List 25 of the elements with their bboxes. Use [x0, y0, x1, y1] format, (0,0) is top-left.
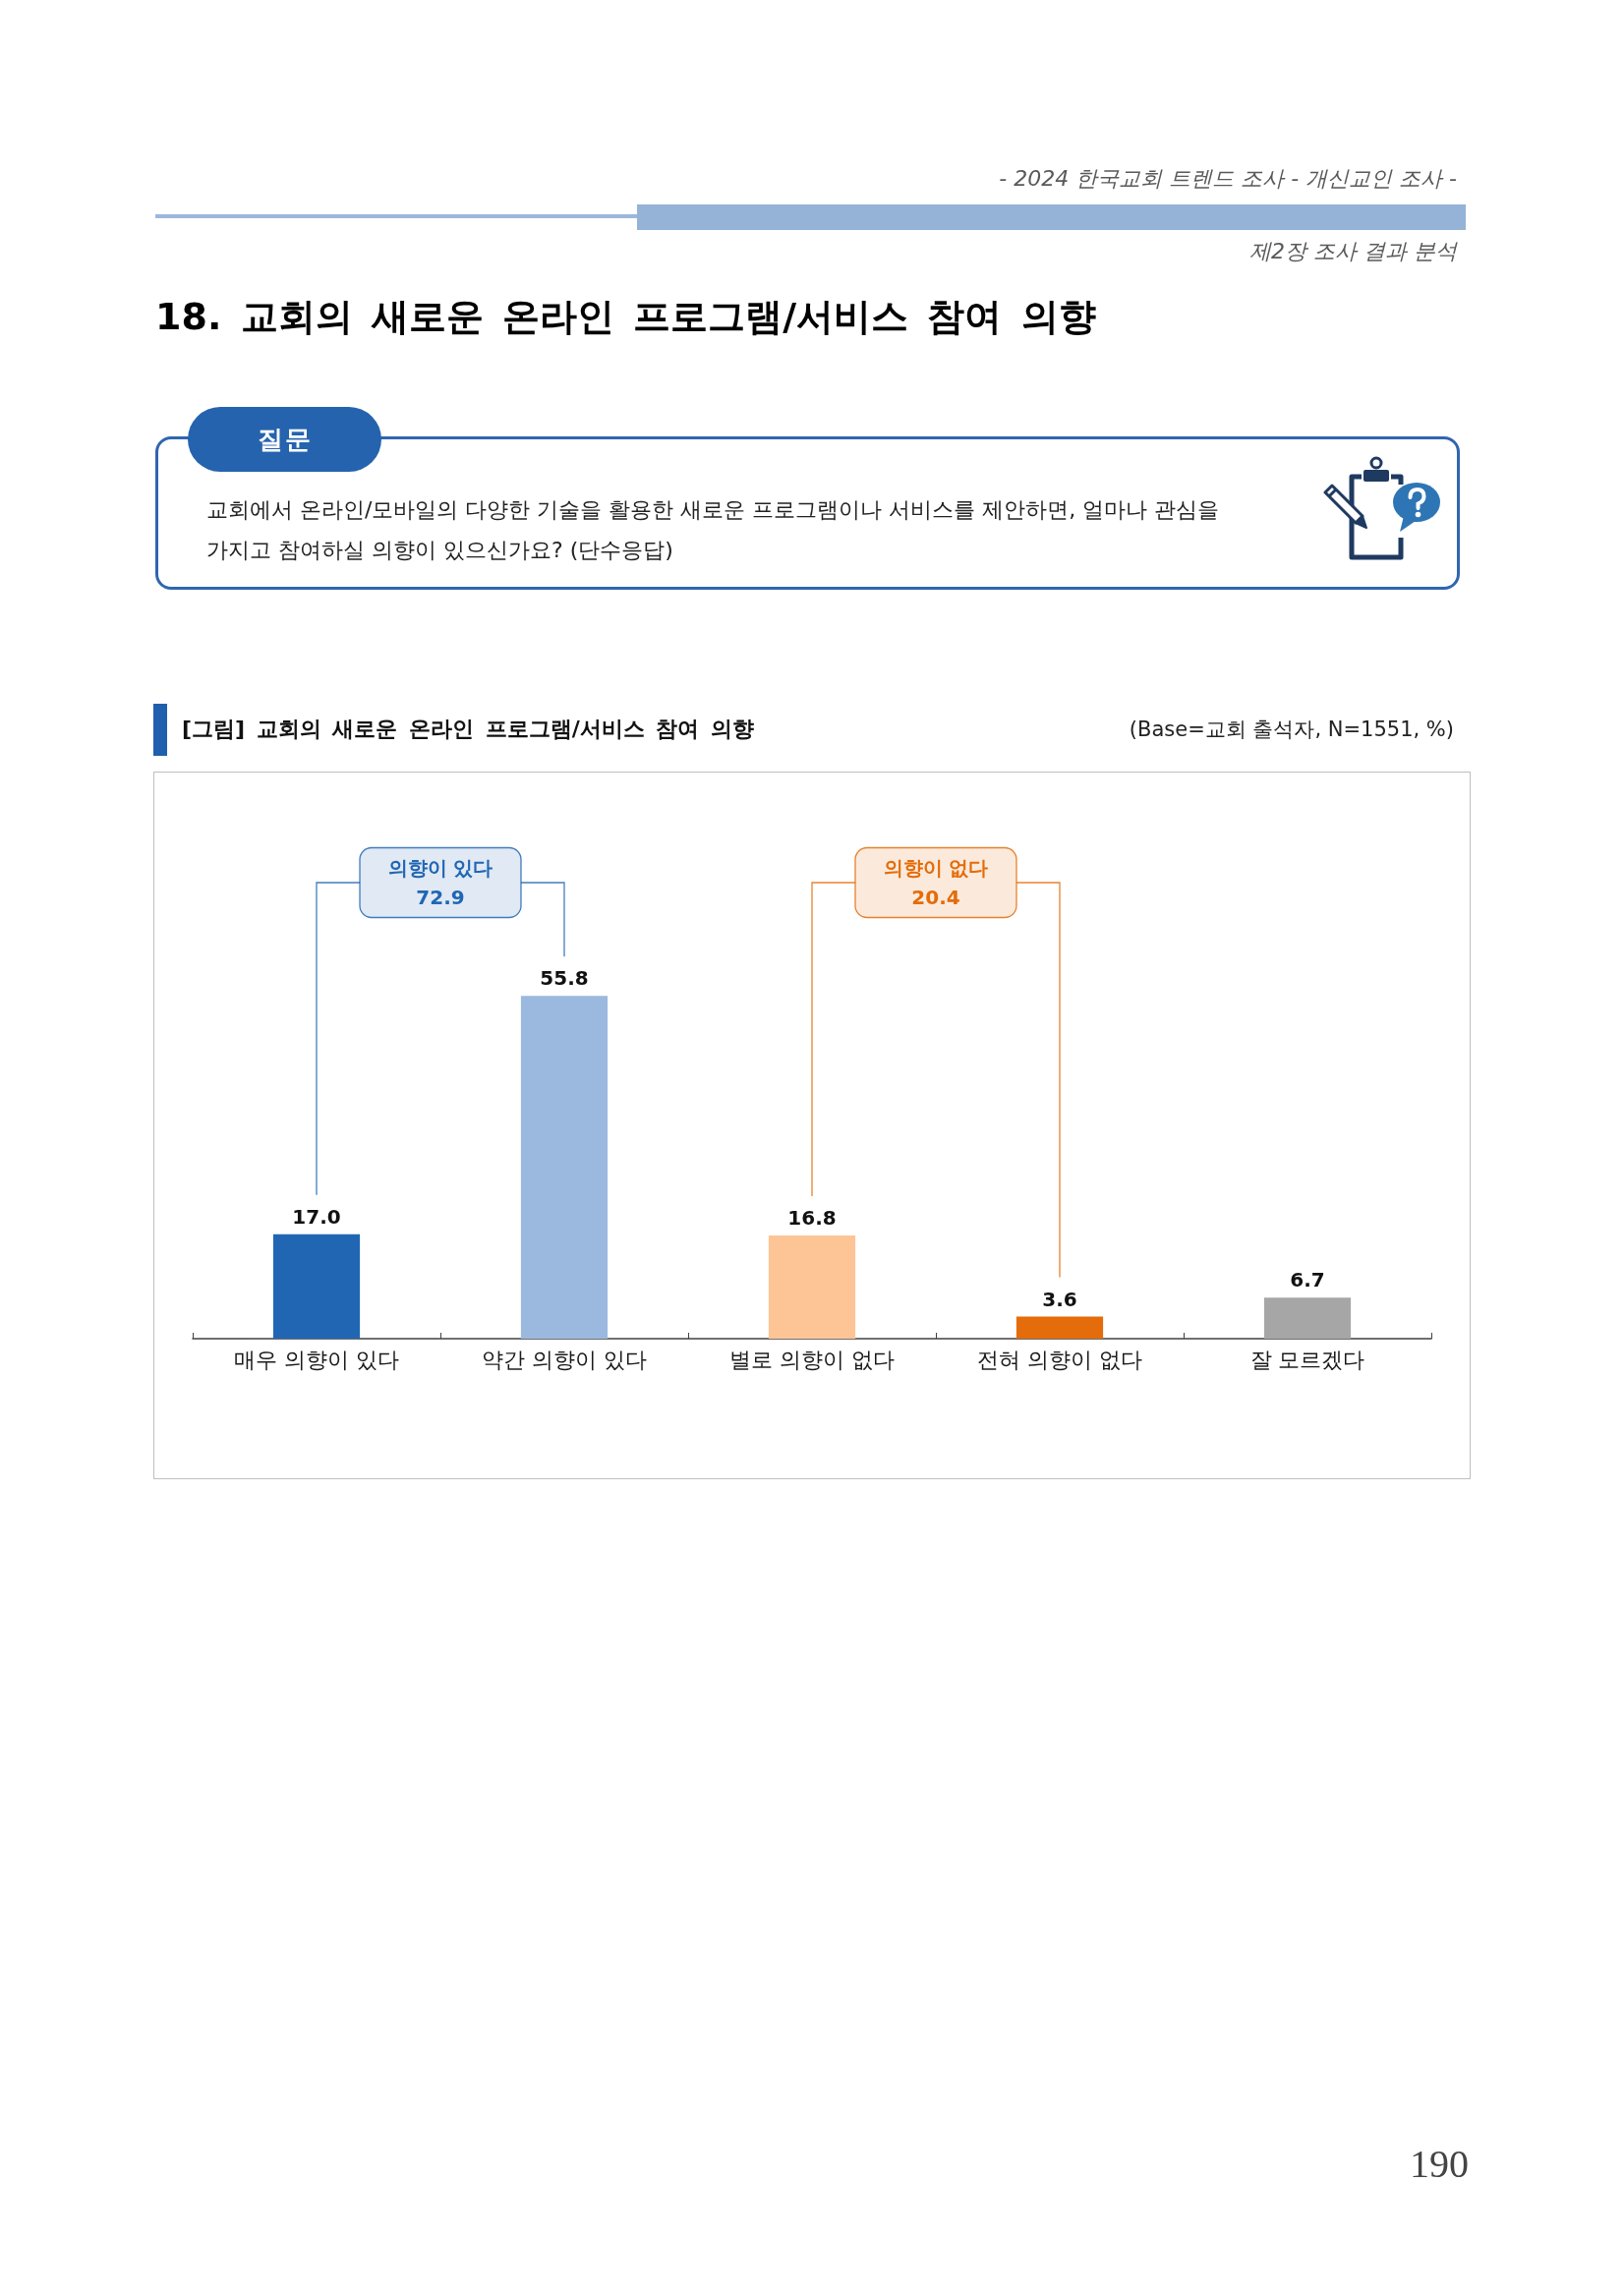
- bar: [1263, 1297, 1352, 1339]
- x-tick-label: 별로 의향이 없다: [729, 1347, 895, 1372]
- bar: [520, 996, 609, 1339]
- text: 190: [1410, 2141, 1469, 2188]
- text: (Base=교회 출석자, N=1551, %): [1129, 717, 1454, 743]
- bar: [768, 1235, 856, 1339]
- text: 제2장 조사 결과 분석: [1249, 238, 1457, 265]
- chart-subtitle: [그림] 교회의 새로운 온라인 프로그램/서비스 참여 의향: [182, 716, 755, 743]
- data-label: 6.7: [1290, 1268, 1325, 1292]
- text: 의향이 없다 20.4: [883, 856, 989, 909]
- data-label: 16.8: [787, 1206, 837, 1230]
- data-label: 17.0: [292, 1204, 341, 1229]
- x-tick-label: 매우 의향이 있다: [234, 1347, 399, 1372]
- x-tick-label: 잘 모르겠다: [1249, 1347, 1365, 1372]
- text: - 2024 한국교회 트렌드 조사 - 개신교인 조사 -: [999, 165, 1457, 193]
- bar: [272, 1234, 361, 1339]
- text: 의향이 있다 72.9: [387, 856, 493, 909]
- data-label: 55.8: [540, 966, 589, 991]
- chart-title: 18. 교회의 새로운 온라인 프로그램/서비스 참여 의향: [155, 294, 1096, 340]
- text: 교회에서 온라인/모바일의 다양한 기술을 활용한 새로운 프로그램이나 서비스를 제안하면, 얼마나 관심을 가지고 참여하실 의향이 있으신가요? (단수응답): [206, 496, 1221, 564]
- data-label: 3.6: [1042, 1287, 1077, 1311]
- x-tick-label: 전혀 의향이 없다: [977, 1347, 1142, 1372]
- bar: [1015, 1316, 1104, 1339]
- text: 질문: [188, 407, 381, 472]
- x-tick-label: 약간 의향이 있다: [482, 1347, 647, 1372]
